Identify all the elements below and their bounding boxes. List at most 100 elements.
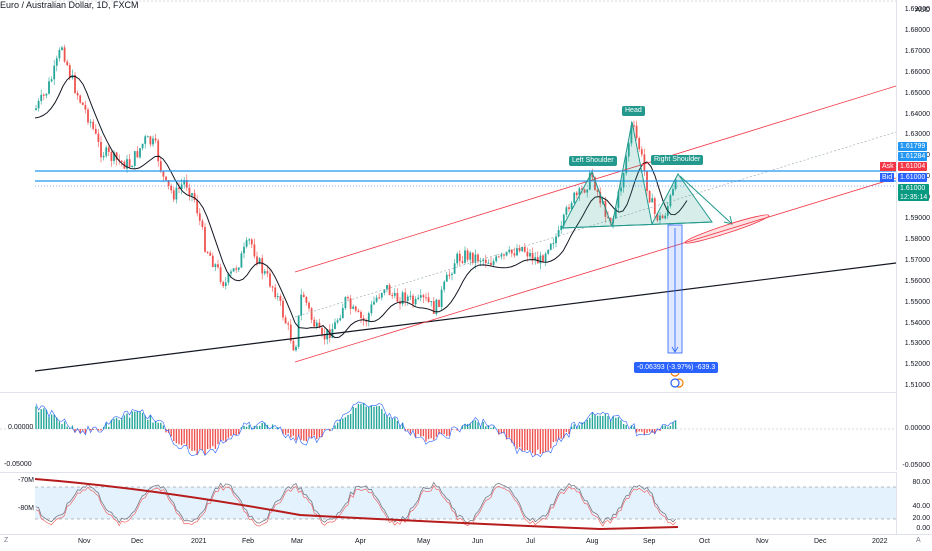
candle — [142, 144, 144, 148]
macd-histogram-bar — [584, 422, 585, 429]
candle — [222, 282, 224, 286]
trend-line[interactable] — [35, 263, 896, 371]
macd-histogram-bar — [555, 429, 556, 441]
candle — [77, 93, 79, 96]
right-shoulder-label[interactable]: Right Shoulder — [651, 155, 703, 165]
macd-histogram-bar — [675, 420, 676, 429]
candle — [524, 247, 526, 252]
price-tag-1: 1.61799 — [898, 142, 927, 151]
candle — [59, 50, 61, 58]
macd-axis[interactable]: 0.00000 -0.05000 — [896, 392, 932, 470]
ask-price-tag: 1.61004 — [898, 162, 927, 171]
macd-histogram-bar — [293, 429, 294, 436]
macd-histogram-bar — [160, 423, 161, 429]
candle — [121, 161, 123, 162]
macd-histogram-bar — [285, 429, 286, 435]
candle — [462, 261, 464, 263]
candle — [488, 263, 490, 264]
price-axis-label: 1.68000 — [905, 26, 930, 35]
price-chart[interactable] — [0, 0, 896, 390]
macd-histogram-bar — [646, 429, 647, 433]
macd-histogram-bar — [228, 429, 229, 438]
candle — [293, 341, 295, 350]
macd-histogram-bar — [210, 429, 211, 449]
macd-histogram-bar — [363, 403, 364, 429]
oscillator-axis[interactable]: 80.00 40.00 20.00 0.00 — [896, 472, 932, 534]
candle — [337, 320, 339, 322]
candle — [378, 298, 380, 299]
macd-histogram-bar — [449, 429, 450, 436]
macd-histogram-bar — [295, 429, 296, 440]
macd-histogram-bar — [347, 415, 348, 429]
candle — [501, 254, 503, 256]
channel-upper-line[interactable] — [295, 86, 896, 272]
candle — [98, 134, 100, 142]
macd-histogram-bar — [623, 424, 624, 429]
macd-histogram-bar — [358, 404, 359, 429]
oscillator-pane[interactable] — [0, 472, 896, 535]
macd-histogram-bar — [90, 429, 91, 430]
macd-histogram-bar — [215, 429, 216, 449]
macd-histogram-bar — [389, 417, 390, 429]
candle — [230, 272, 232, 274]
candle — [256, 256, 258, 263]
macd-histogram-bar — [217, 429, 218, 444]
macd-histogram-bar — [602, 416, 603, 429]
macd-histogram-bar — [150, 415, 151, 429]
macd-histogram-bar — [163, 425, 164, 429]
head-label[interactable]: Head — [622, 106, 645, 116]
macd-histogram-bar — [410, 429, 411, 434]
macd-histogram-bar — [641, 429, 642, 432]
timezone-button[interactable]: Z — [4, 537, 8, 544]
macd-histogram-bar — [535, 429, 536, 455]
macd-histogram-bar — [418, 429, 419, 434]
candle — [38, 101, 40, 108]
macd-histogram-bar — [644, 429, 645, 435]
candle — [511, 250, 513, 254]
candle — [553, 243, 555, 244]
left-shoulder-label[interactable]: Left Shoulder — [569, 156, 617, 166]
candle — [277, 296, 279, 297]
price-axis-label: 1.54000 — [905, 319, 930, 328]
oscillator-band — [35, 487, 896, 519]
price-axis-label: 1.56000 — [905, 277, 930, 286]
candle — [173, 190, 175, 199]
macd-histogram-bar — [613, 416, 614, 429]
macd-histogram-bar — [126, 413, 127, 429]
candle — [90, 122, 92, 123]
candle — [651, 198, 653, 202]
time-axis-label: Aug — [586, 538, 598, 545]
candle — [79, 95, 81, 102]
candle — [285, 317, 287, 323]
macd-histogram-bar — [490, 428, 491, 429]
macd-histogram-bar — [171, 429, 172, 436]
candle — [40, 95, 42, 101]
candle — [225, 283, 227, 287]
macd-histogram-bar — [129, 418, 130, 429]
oscillator-axis-label: 80.00 — [912, 478, 930, 487]
macd-histogram-bar — [119, 420, 120, 429]
auto-scale-button[interactable]: A — [916, 537, 921, 544]
macd-histogram-bar — [672, 422, 673, 429]
macd-pane[interactable] — [0, 392, 896, 471]
price-axis-label: 1.55000 — [905, 298, 930, 307]
candle — [550, 244, 552, 250]
macd-histogram-bar — [566, 429, 567, 432]
macd-histogram-bar — [191, 429, 192, 451]
candle — [316, 323, 318, 327]
macd-histogram-bar — [137, 411, 138, 429]
macd-histogram-bar — [579, 425, 580, 429]
macd-histogram-bar — [626, 425, 627, 429]
candle — [246, 240, 248, 247]
price-axis-label: 1.64000 — [905, 110, 930, 119]
macd-histogram-bar — [93, 429, 94, 430]
candle — [464, 250, 466, 262]
candle — [407, 297, 409, 301]
candle — [404, 292, 406, 300]
macd-histogram-bar — [597, 416, 598, 429]
macd-histogram-bar — [243, 426, 244, 429]
macd-histogram-bar — [537, 429, 538, 450]
macd-histogram-bar — [158, 423, 159, 429]
event-icon[interactable] — [671, 379, 679, 387]
